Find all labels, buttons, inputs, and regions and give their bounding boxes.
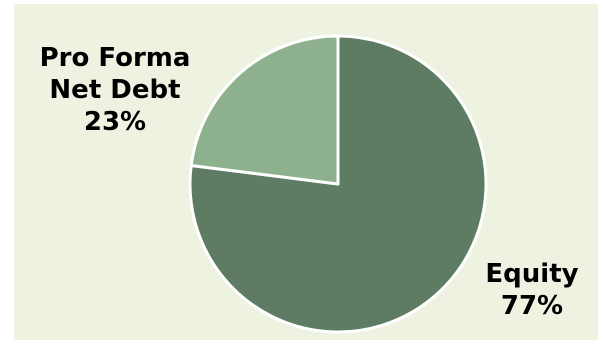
slice-value-label: 23%	[83, 107, 147, 137]
slice-label-equity: Equity 77%	[472, 258, 592, 322]
slice-label-net-debt: Pro Forma Net Debt 23%	[22, 42, 208, 138]
pie-chart-svg	[188, 34, 488, 334]
pie-slice-pro-forma-net-debt	[189, 34, 340, 186]
slice-value-label: 77%	[500, 291, 564, 321]
pie-chart: Pro Forma Net Debt 23% Equity 77%	[14, 4, 598, 340]
slice-name-line: Equity	[485, 259, 579, 289]
slice-name-line: Net Debt	[49, 75, 181, 105]
slice-name-line: Pro Forma	[39, 43, 191, 73]
